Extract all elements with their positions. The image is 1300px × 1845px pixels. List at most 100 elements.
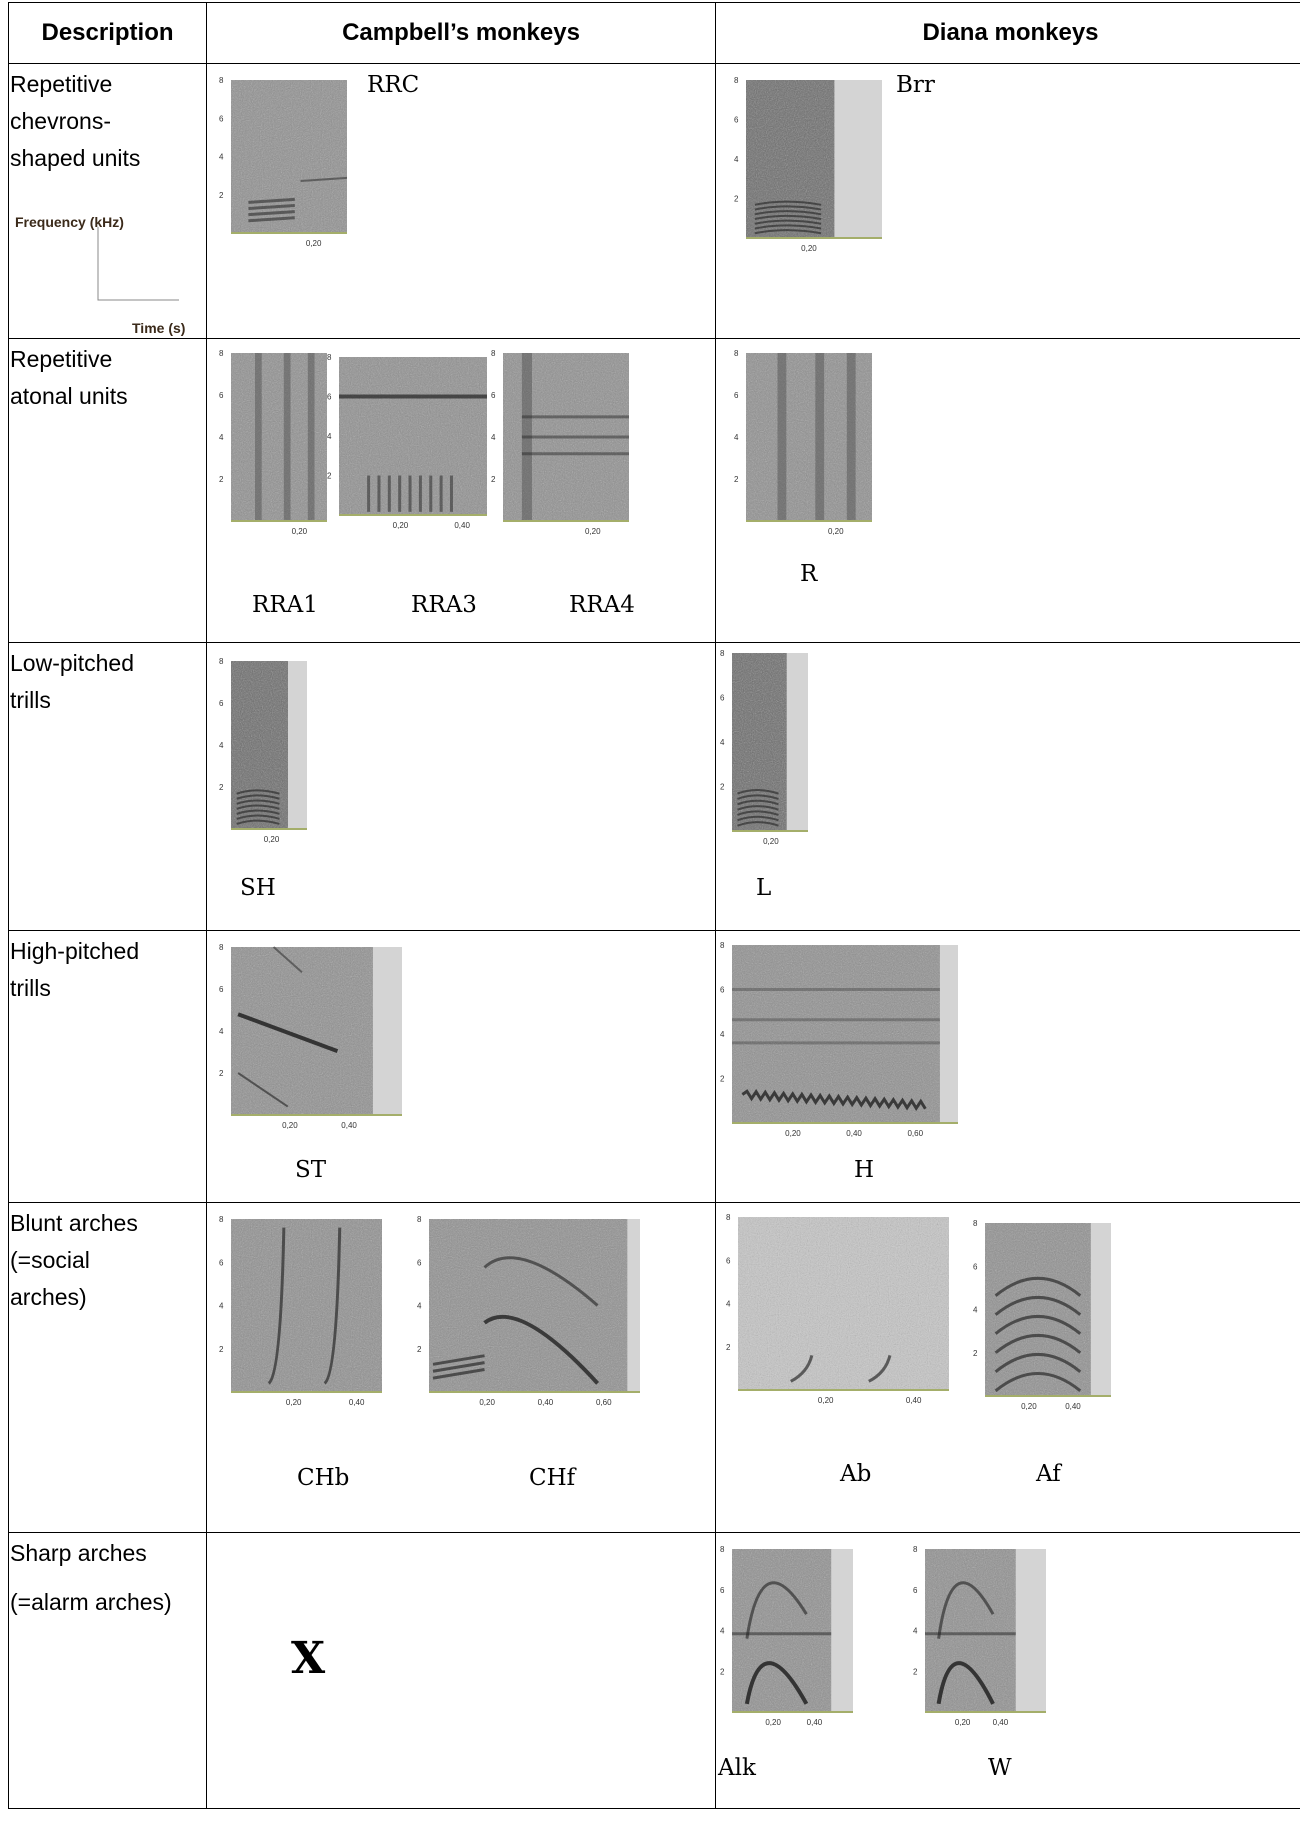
spectrogram: 2 4 6 8 0,20 (732, 347, 872, 537)
call-label: Alk (718, 1755, 756, 1781)
freq-tick-label: 8 (327, 353, 332, 362)
spectrogram-plot: 2 4 6 8 0,20 0,40 0,60 (720, 941, 958, 1138)
freq-tick-label: 4 (219, 1027, 224, 1036)
freq-tick-label: 8 (734, 76, 739, 85)
freq-tick-label: 8 (734, 349, 739, 358)
freq-tick-label: 2 (973, 1349, 978, 1358)
time-tick-label: 0,40 (846, 1129, 862, 1138)
campbell-cell: 2 4 6 8 0,20 RRC (206, 63, 716, 339)
freq-tick-label: 6 (219, 114, 224, 123)
freq-tick-label: 2 (734, 475, 739, 484)
time-tick-label: 0,20 (763, 837, 779, 846)
spectrogram-plot: 2 4 6 8 0,20 (219, 349, 327, 536)
campbell-cell: 2 4 6 8 0,20 2 4 6 8 0,20 0,40 2 4 6 8 0,20 RRA1 RRA3… (206, 338, 716, 643)
freq-tick-label: 4 (913, 1627, 918, 1636)
freq-tick-label: 4 (219, 153, 224, 162)
time-tick-label: 0,20 (286, 1398, 302, 1407)
freq-tick-label: 2 (327, 472, 332, 481)
freq-tick-label: 8 (726, 1213, 731, 1222)
freq-tick-label: 2 (913, 1667, 918, 1676)
spectrogram-plot: 2 4 6 8 0,20 0,40 (913, 1545, 1046, 1727)
axis-y-label: Frequency (kHz) (15, 214, 124, 230)
header-diana: Diana monkeys (715, 2, 1300, 64)
diana-cell: 2 4 6 8 0,20 R (715, 338, 1300, 643)
time-tick-label: 0,20 (479, 1398, 495, 1407)
freq-tick-label: 2 (219, 1069, 224, 1078)
freq-tick-label: 6 (327, 393, 332, 402)
freq-tick-label: 8 (491, 349, 496, 358)
time-tick-label: 0,20 (282, 1121, 298, 1130)
time-tick-label: 0,20 (765, 1718, 781, 1727)
spectrogram: 2 4 6 8 0,20 0,40 (217, 941, 402, 1131)
freq-tick-label: 2 (720, 1075, 725, 1084)
time-tick-label: 0,20 (264, 835, 280, 844)
freq-tick-label: 6 (417, 1258, 422, 1267)
freq-tick-label: 4 (720, 738, 725, 747)
freq-tick-label: 2 (417, 1345, 422, 1354)
freq-tick-label: 6 (219, 391, 224, 400)
time-tick-label: 0,20 (818, 1396, 834, 1405)
header-row: Description Campbell’s monkeys Diana mon… (8, 2, 1300, 64)
freq-tick-label: 6 (726, 1256, 731, 1265)
freq-tick-label: 4 (327, 432, 332, 441)
spectrogram-plot: 2 4 6 8 0,20 0,40 (219, 943, 402, 1130)
freq-tick-label: 2 (720, 783, 725, 792)
time-tick-label: 0,20 (306, 239, 322, 248)
freq-tick-label: 6 (720, 694, 725, 703)
freq-tick-label: 2 (491, 475, 496, 484)
freq-tick-label: 8 (219, 943, 224, 952)
freq-tick-label: 4 (720, 1627, 725, 1636)
spectrogram-plot: 2 4 6 8 0,20 0,40 (219, 1215, 382, 1407)
table-row: Repetitive atonal units 2 4 6 8 0,20 2 4 6 8 0,2… (8, 338, 1300, 643)
header-campbell: Campbell’s monkeys (206, 2, 716, 64)
spectrogram: 2 4 6 8 0,20 0,40 (911, 1543, 1046, 1728)
time-tick-label: 0,20 (955, 1718, 971, 1727)
freq-tick-label: 4 (219, 433, 224, 442)
row-description: High-pitched trills (8, 930, 207, 1203)
campbell-cell: 2 4 6 8 0,20 0,40 ST (206, 930, 716, 1203)
freq-tick-label: 4 (219, 1302, 224, 1311)
freq-tick-label: 8 (720, 941, 725, 950)
time-tick-label: 0,40 (538, 1398, 554, 1407)
freq-tick-label: 4 (491, 433, 496, 442)
freq-tick-label: 2 (726, 1343, 731, 1352)
axis-x-label: Time (s) (132, 320, 186, 336)
absent-mark: X (291, 1633, 326, 1684)
time-tick-label: 0,60 (596, 1398, 612, 1407)
call-label: CHb (297, 1465, 350, 1491)
freq-tick-label: 4 (417, 1302, 422, 1311)
time-tick-label: 0,40 (349, 1398, 365, 1407)
freq-tick-label: 8 (219, 349, 224, 358)
freq-tick-label: 8 (219, 76, 224, 85)
spectrogram-plot: 2 4 6 8 0,20 0,40 (726, 1213, 949, 1405)
freq-tick-label: 2 (219, 191, 224, 200)
spectrogram: 2 4 6 8 0,20 (217, 655, 307, 845)
vocal-repertoire-table: Description Campbell’s monkeys Diana mon… (8, 2, 1300, 1809)
freq-tick-label: 2 (219, 475, 224, 484)
spectrogram-plot: 2 4 6 8 0,20 (219, 657, 307, 844)
time-tick-label: 0,20 (828, 527, 844, 536)
spectrogram: 2 4 6 8 0,20 0,40 (724, 1211, 949, 1406)
freq-tick-label: 6 (219, 985, 224, 994)
freq-tick-label: 4 (734, 155, 739, 164)
freq-tick-label: 6 (734, 116, 739, 125)
time-tick-label: 0,20 (585, 527, 601, 536)
table-row: High-pitched trills 2 4 6 8 0,20 0,40 ST 2 4 6 8… (8, 930, 1300, 1203)
freq-tick-label: 4 (734, 433, 739, 442)
row-description: Low-pitched trills (8, 642, 207, 931)
freq-tick-label: 6 (734, 391, 739, 400)
diana-cell: 2 4 6 8 0,20 0,40 0,60 H (715, 930, 1300, 1203)
call-label: RRA4 (569, 592, 635, 618)
call-label: RRA3 (411, 592, 477, 618)
axis-sketch (97, 227, 179, 301)
freq-tick-label: 6 (219, 699, 224, 708)
spectrogram-plot: 2 4 6 8 0,20 (491, 349, 629, 536)
call-label: L (756, 875, 772, 901)
freq-tick-label: 4 (720, 1030, 725, 1039)
table-row: Blunt arches (=social arches) 2 4 6 8 0,20 0,… (8, 1202, 1300, 1533)
time-tick-label: 0,20 (801, 244, 817, 253)
freq-tick-label: 6 (913, 1586, 918, 1595)
time-tick-label: 0,20 (1021, 1402, 1037, 1411)
diana-cell: 2 4 6 8 0,20 0,40 2 4 6 8 0,20 0,40 Ab Af (715, 1202, 1300, 1533)
time-tick-label: 0,40 (807, 1718, 823, 1727)
